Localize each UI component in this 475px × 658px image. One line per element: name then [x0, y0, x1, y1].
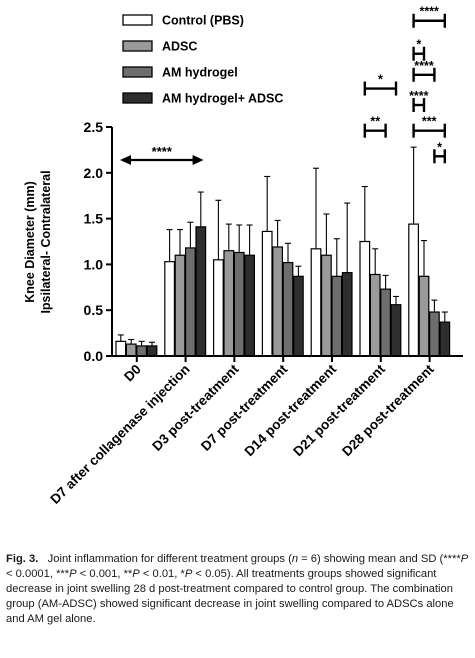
y-tick-label: 0.5 [84, 302, 104, 318]
bar [390, 304, 402, 357]
legend-swatch [122, 14, 153, 26]
bar [439, 321, 451, 357]
bar [174, 254, 186, 357]
x-tick-label: D0 [121, 362, 144, 385]
legend-label: Control (PBS) [162, 14, 244, 28]
caption-p1: P [460, 553, 469, 565]
bar [331, 275, 343, 357]
caption-text-3: < 0.0001, *** [6, 568, 70, 580]
x-tick-label: D28 post-treatment [339, 361, 437, 459]
legend-swatch [122, 66, 153, 78]
legend-label: AM hydrogel+ ADSC [162, 92, 283, 106]
bar-chart: Control (PBS) ADSC AM hydrogel AM hydrogel+… [23, 5, 463, 507]
legend-label: AM hydrogel [162, 66, 238, 80]
bar [380, 288, 391, 357]
significance-label: **** [414, 59, 434, 73]
caption-p4: P [184, 568, 193, 580]
bar [146, 345, 158, 357]
arrow-head-right [192, 155, 204, 165]
x-tick-label: D14 post-treatment [242, 361, 340, 459]
bar [213, 259, 224, 357]
x-tick-label: D3 post-treatment [149, 361, 242, 454]
bar [185, 247, 196, 357]
bar [233, 251, 245, 357]
caption-p2: P [69, 568, 77, 580]
bar [408, 223, 419, 357]
plot-area [115, 146, 451, 357]
bar [125, 343, 137, 357]
bar [223, 250, 235, 357]
bar [321, 254, 332, 357]
y-tick-label: 2.5 [84, 119, 104, 135]
significance-label: * [378, 73, 383, 87]
bar [272, 246, 283, 357]
significance-label: **** [409, 89, 429, 103]
caption-text-5: < 0.01, * [139, 568, 185, 580]
chart-legend: Control (PBS) ADSC AM hydrogel AM hydrogel+… [122, 14, 283, 106]
bar [429, 311, 440, 357]
significance-label: * [437, 140, 442, 154]
figure-label: Fig. 3. [6, 553, 39, 565]
bar [310, 248, 322, 357]
arrow-head-left [120, 155, 131, 165]
bar [359, 240, 371, 357]
bar [341, 272, 353, 357]
bar [115, 340, 127, 357]
bar [164, 261, 176, 357]
caption-text-1: Joint inflammation for different treatme… [47, 553, 292, 565]
x-tick-label: D21 post-treatment [290, 361, 388, 459]
bar [195, 226, 207, 357]
caption-n: n [291, 553, 299, 565]
y-tick-label: 0.0 [84, 348, 104, 364]
bar [244, 254, 256, 357]
bar [369, 273, 381, 357]
bar [293, 275, 304, 357]
y-tick-label: 1.0 [84, 256, 104, 272]
y-tick-label: 1.5 [84, 211, 104, 227]
y-axis-label-line2: Ipsilateral- Contralateral [39, 170, 53, 313]
significance-annotations: ************************ [120, 5, 446, 165]
figure-caption: Fig. 3. Joint inflammation for different… [6, 552, 470, 627]
y-axis-label: Knee Diameter (mm) Ipsilateral- Contrala… [23, 170, 53, 313]
x-tick-label: D7 post-treatment [198, 361, 291, 454]
bar [261, 230, 273, 357]
legend-swatch [122, 92, 153, 104]
significance-label: *** [422, 115, 437, 129]
caption-text-4: < 0.001, ** [76, 568, 133, 580]
significance-label: **** [419, 5, 439, 19]
caption-p3: P [132, 568, 140, 580]
significance-label: * [416, 38, 421, 52]
y-axis: 0.0 0.5 1.0 1.5 2.0 2.5 [84, 119, 113, 364]
bar [418, 275, 430, 357]
bar [282, 261, 294, 357]
y-tick-label: 2.0 [84, 165, 104, 181]
caption-text-2: = 6) showing mean and SD (**** [298, 553, 461, 565]
caption-text-6: < 0.05). All treatments groups showed si… [6, 568, 454, 625]
legend-label: ADSC [162, 40, 197, 54]
legend-swatch [122, 40, 153, 52]
y-axis-label-line1: Knee Diameter (mm) [23, 181, 37, 303]
bar [136, 345, 148, 357]
significance-label: ** [370, 115, 380, 129]
significance-label: **** [152, 144, 173, 159]
